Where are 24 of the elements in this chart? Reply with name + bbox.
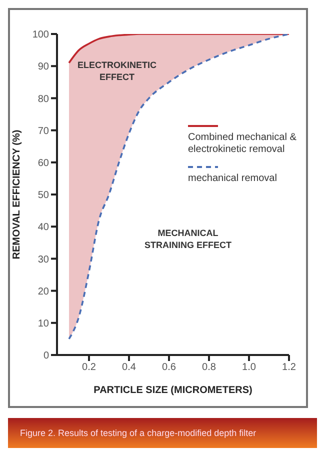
annotation: MECHANICAL STRAINING EFFECT bbox=[144, 227, 232, 251]
annotation: ELECTROKINETIC EFFECT bbox=[76, 60, 158, 83]
y-tick-label: 80 bbox=[38, 94, 50, 105]
x-tick-label: 0.8 bbox=[202, 362, 216, 374]
caption: Figure 2. Results of testing of a charge-modified depth filter bbox=[8, 418, 317, 448]
x-tick-label: 1.0 bbox=[242, 362, 256, 374]
y-tick-label: 50 bbox=[38, 190, 50, 202]
y-tick-label: 10 bbox=[38, 318, 50, 330]
y-tick-label: 70 bbox=[38, 126, 50, 137]
x-tick-label: 0.4 bbox=[122, 362, 136, 374]
y-tick-label: 0 bbox=[43, 350, 50, 362]
x-axis-title: PARTICLE SIZE (MICROMETERS) bbox=[94, 385, 252, 396]
y-tick-label: 20 bbox=[38, 286, 50, 298]
y-axis-title: REMOVAL EFFICIENCY (%) bbox=[12, 130, 23, 260]
y-tick-label: 40 bbox=[38, 222, 50, 234]
x-tick-label: 1.2 bbox=[282, 362, 296, 374]
y-tick-label: 60 bbox=[38, 158, 50, 169]
x-tick-label: 0.2 bbox=[82, 362, 96, 374]
y-tick-label: 30 bbox=[38, 254, 50, 266]
legend-label: Combined mechanical & electrokinetic removal bbox=[188, 132, 296, 155]
x-tick-label: 0.6 bbox=[162, 362, 176, 374]
y-tick-label: 100 bbox=[32, 30, 50, 41]
y-tick-label: 90 bbox=[38, 62, 50, 73]
legend-label: mechanical removal bbox=[188, 173, 277, 184]
